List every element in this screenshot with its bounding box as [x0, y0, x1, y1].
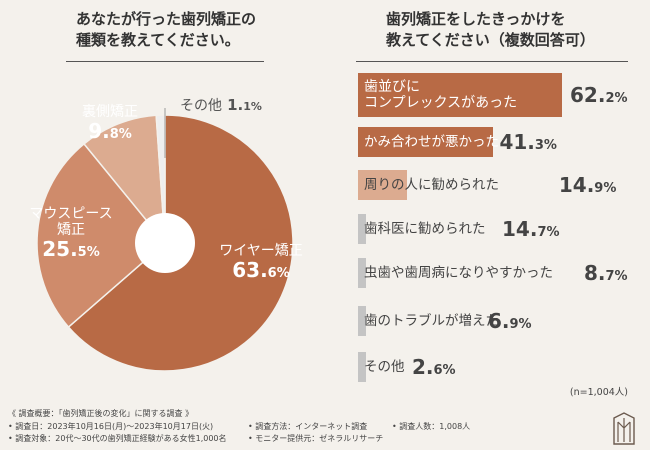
- bar: 周りの人に勧められた: [358, 170, 499, 200]
- bar-title-line-1: 歯列矯正をしたきっかけを: [386, 10, 566, 28]
- footer-date: • 調査日：2023年10月16日(月)〜2023年10月17日(火): [8, 421, 214, 431]
- bar-label: 周りの人に勧められた: [364, 177, 499, 193]
- pie-label-lingual-value: 9.8%: [88, 119, 132, 144]
- pie-title-rule: [66, 61, 264, 62]
- pie-label-lingual-name: 裏側矯正: [82, 104, 138, 120]
- pie-label-mouthpiece-value: 25.5%: [42, 237, 100, 262]
- bar-label: かみ合わせが悪かった: [364, 134, 499, 150]
- pie-center-hole: [135, 213, 195, 273]
- pie-label-mouthpiece: マウスピース 矯正 25.5%: [18, 206, 124, 261]
- pie-label-wire-name: ワイヤー矯正: [219, 243, 303, 259]
- bar-row: 周りの人に勧められた 14.9%: [358, 170, 616, 200]
- pie-title-line-1: あなたが行った歯列矯正の: [76, 10, 257, 28]
- bar-chart-title: 歯列矯正をしたきっかけを 教えてください（複数回答可）: [386, 9, 595, 51]
- bar-row: 歯科医に勧められた 14.7%: [358, 214, 560, 244]
- pie-label-mouthpiece-name-1: マウスピース: [29, 206, 113, 222]
- bar-label: 歯並びに コンプレックスがあった: [364, 79, 518, 111]
- footer-method: • 調査方法：インターネット調査: [248, 421, 368, 431]
- footer-target: • 調査対象：20代〜30代の歯列矯正経験がある女性1,000名: [8, 434, 227, 443]
- bar-value: 6.9%: [488, 309, 532, 333]
- bar-row: かみ合わせが悪かった 41.3%: [358, 127, 557, 157]
- bar-label: 虫歯や歯周病になりやすかった: [364, 265, 553, 281]
- footer-heading: 《 調査概要：「歯列矯正後の変化」に関する調査 》: [8, 409, 194, 418]
- bar: その他: [358, 352, 405, 382]
- pie-label-other-value: 1.1%: [227, 96, 262, 114]
- bar-label: 歯のトラブルが増えた: [364, 313, 499, 329]
- pie-slice-1: [36, 142, 167, 329]
- pie-label-wire-value: 63.6%: [232, 258, 290, 283]
- bar-value: 62.2%: [570, 83, 628, 107]
- pie-chart-title: あなたが行った歯列矯正の 種類を教えてください。: [76, 9, 256, 51]
- bar-row: 歯並びに コンプレックスがあった 62.2%: [358, 73, 628, 117]
- bar: 歯のトラブルが増えた: [358, 306, 499, 336]
- bar-row: 虫歯や歯周病になりやすかった 8.7%: [358, 258, 628, 288]
- bar-value: 14.9%: [558, 173, 617, 197]
- sample-size-note: (n=1,004人): [569, 387, 628, 398]
- footer-count: • 調査人数：1,008人: [392, 421, 471, 431]
- pie-title-line-2: 種類を教えてください。: [76, 31, 240, 49]
- pie-label-mouthpiece-name-2: 矯正: [57, 222, 85, 239]
- bar-title-line-2: 教えてください（複数回答可）: [386, 31, 595, 49]
- survey-footer: 《 調査概要：「歯列矯正後の変化」に関する調査 》 • 調査日：2023年10月…: [8, 408, 470, 446]
- bar-row: 歯のトラブルが増えた 6.9%: [358, 306, 532, 336]
- bar-row: その他 2.6%: [358, 352, 456, 382]
- bar-value: 8.7%: [584, 261, 628, 285]
- bar: かみ合わせが悪かった: [358, 127, 499, 157]
- bar: 歯科医に勧められた: [358, 214, 486, 244]
- pie-slice-2: [82, 114, 166, 246]
- bar-title-rule: [356, 61, 628, 62]
- bar-value: 14.7%: [502, 217, 560, 241]
- bar: 虫歯や歯周病になりやすかった: [358, 258, 553, 288]
- bar: 歯並びに コンプレックスがあった: [358, 73, 563, 117]
- footer-provider: • モニター提供元：ゼネラルリサーチ: [248, 434, 384, 443]
- bar-value: 41.3%: [499, 130, 557, 154]
- pie-label-lingual: 裏側矯正 9.8%: [72, 104, 148, 143]
- brand-logo-icon: [613, 412, 635, 445]
- pie-label-other: その他 1.1%: [180, 96, 262, 114]
- pie-label-wire: ワイヤー矯正 63.6%: [206, 243, 316, 282]
- pie-label-other-name: その他: [180, 98, 222, 114]
- bar-label: 歯科医に勧められた: [364, 221, 486, 237]
- bar-label: その他: [364, 359, 405, 375]
- bar-value: 2.6%: [412, 355, 456, 379]
